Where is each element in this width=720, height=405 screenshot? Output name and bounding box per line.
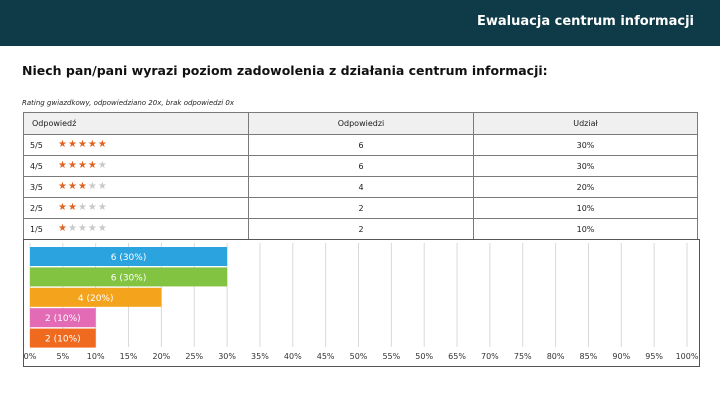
answer-cell: 3/5 ★ ★ ★ ★ ★ [23, 176, 249, 198]
star-filled-icon: ★ [58, 160, 67, 171]
response-share: 20% [473, 176, 698, 198]
bar-5-of-5 [30, 247, 228, 266]
bar-value-label: 6 (30%) [111, 253, 147, 263]
star-empty-icon: ★ [97, 202, 107, 213]
x-tick-label: 90% [612, 352, 630, 361]
question-text: Niech pan/pani wyrazi poziom zadowolenia… [22, 63, 548, 78]
bar-2-of-5 [30, 308, 96, 328]
star-empty-icon: ★ [97, 181, 107, 192]
bar-value-label: 2 (10%) [45, 314, 81, 324]
star-filled-icon: ★ [77, 139, 87, 150]
star-empty-icon: ★ [77, 202, 87, 213]
star-filled-icon: ★ [67, 139, 77, 150]
response-meta: Rating gwiazdkowy, odpowiedziano 20x, br… [22, 99, 235, 107]
bar-value-label: 4 (20%) [78, 294, 114, 304]
x-tick-label: 0% [24, 352, 37, 361]
x-tick-label: 40% [284, 352, 302, 361]
star-filled-icon: ★ [87, 160, 97, 171]
star-filled-icon: ★ [58, 139, 67, 150]
table-row: 4/5 ★ ★ ★ ★ ★ 6 30% [23, 155, 698, 177]
x-tick-label: 65% [448, 352, 466, 361]
star-filled-icon: ★ [97, 139, 107, 150]
table-header-row: Odpowiedź Odpowiedzi Udział [23, 112, 698, 135]
star-rating: ★ ★ ★ ★ ★ [58, 182, 107, 192]
response-count: 6 [248, 134, 474, 156]
answer-cell: 5/5 ★ ★ ★ ★ ★ [23, 134, 249, 156]
response-count: 2 [248, 197, 474, 219]
star-filled-icon: ★ [67, 160, 77, 171]
star-filled-icon: ★ [67, 181, 77, 192]
header-answer: Odpowiedź [23, 112, 249, 135]
header-responses: Odpowiedzi [248, 112, 474, 135]
star-empty-icon: ★ [87, 181, 97, 192]
star-filled-icon: ★ [77, 181, 87, 192]
x-tick-label: 15% [120, 352, 138, 361]
x-tick-label: 50% [350, 352, 368, 361]
x-tick-label: 95% [645, 352, 663, 361]
response-count: 2 [248, 218, 474, 240]
star-empty-icon: ★ [67, 223, 77, 234]
star-empty-icon: ★ [87, 202, 97, 213]
x-tick-label: 25% [185, 352, 203, 361]
x-tick-label: 70% [481, 352, 499, 361]
answer-label: 3/5 [30, 182, 43, 192]
x-tick-label: 55% [382, 352, 400, 361]
star-empty-icon: ★ [97, 160, 107, 171]
answer-cell: 2/5 ★ ★ ★ ★ ★ [23, 197, 249, 219]
bar-4-of-5 [30, 267, 228, 287]
table-row: 1/5 ★ ★ ★ ★ ★ 2 10% [23, 218, 698, 240]
table-row: 2/5 ★ ★ ★ ★ ★ 2 10% [23, 197, 698, 219]
star-rating: ★ ★ ★ ★ ★ [58, 140, 107, 150]
x-tick-label: 35% [251, 352, 269, 361]
bar-3-of-5 [30, 287, 162, 307]
star-empty-icon: ★ [77, 223, 87, 234]
response-share: 30% [473, 155, 698, 177]
page-title: Ewaluacja centrum informacji [477, 14, 694, 29]
response-count: 4 [248, 176, 474, 198]
answer-label: 1/5 [30, 224, 43, 234]
x-tick-label: 75% [514, 352, 532, 361]
answer-cell: 1/5 ★ ★ ★ ★ ★ [23, 218, 249, 240]
answer-label: 2/5 [30, 203, 43, 213]
answer-cell: 4/5 ★ ★ ★ ★ ★ [23, 155, 249, 177]
x-tick-label: 30% [218, 352, 236, 361]
x-tick-label: 80% [547, 352, 565, 361]
x-tick-label: 50% [415, 352, 433, 361]
x-tick-label: 10% [87, 352, 105, 361]
table-row: 5/5 ★ ★ ★ ★ ★ 6 30% [23, 134, 698, 156]
response-share: 10% [473, 197, 698, 219]
star-rating: ★ ★ ★ ★ ★ [58, 161, 107, 171]
star-filled-icon: ★ [87, 139, 97, 150]
x-tick-label: 100% [676, 352, 699, 361]
response-share: 10% [473, 218, 698, 240]
x-tick-label: 45% [317, 352, 335, 361]
bar-1-of-5 [30, 328, 96, 348]
star-empty-icon: ★ [87, 223, 97, 234]
star-filled-icon: ★ [67, 202, 77, 213]
x-tick-label: 85% [580, 352, 598, 361]
response-share: 30% [473, 134, 698, 156]
star-filled-icon: ★ [77, 160, 87, 171]
x-tick-label: 5% [56, 352, 69, 361]
response-count: 6 [248, 155, 474, 177]
x-tick-label: 20% [153, 352, 171, 361]
results-table: Odpowiedź Odpowiedzi Udział 5/5 ★ ★ ★ ★ ★ 6 30%… [23, 112, 698, 240]
table-row: 3/5 ★ ★ ★ ★ ★ 4 20% [23, 176, 698, 198]
bar-value-label: 2 (10%) [45, 335, 81, 345]
star-filled-icon: ★ [58, 223, 67, 234]
star-empty-icon: ★ [97, 223, 107, 234]
star-filled-icon: ★ [58, 181, 67, 192]
star-rating: ★ ★ ★ ★ ★ [58, 203, 107, 213]
star-rating: ★ ★ ★ ★ ★ [58, 224, 107, 234]
answer-label: 5/5 [30, 140, 43, 150]
star-filled-icon: ★ [58, 202, 67, 213]
header-bar: Ewaluacja centrum informacji [0, 0, 720, 46]
answer-label: 4/5 [30, 161, 43, 171]
bar-chart: 0% 5% 10% 15% 20% 25% 30% 35% 40% 45% 50% 55% 50% 65%… [23, 239, 700, 367]
header-share: Udział [473, 112, 698, 135]
chart-canvas: 0% 5% 10% 15% 20% 25% 30% 35% 40% 45% 50% 55% 50% 65%… [24, 243, 699, 361]
bar-value-label: 6 (30%) [111, 273, 147, 283]
